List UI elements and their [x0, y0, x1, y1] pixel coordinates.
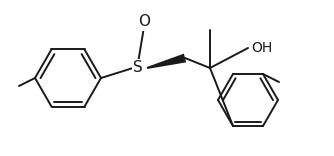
Text: O: O	[138, 15, 150, 29]
Polygon shape	[147, 54, 186, 69]
Text: OH: OH	[252, 41, 273, 55]
Text: S: S	[133, 61, 143, 76]
